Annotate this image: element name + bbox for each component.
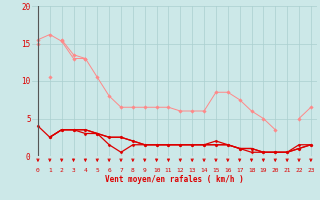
X-axis label: Vent moyen/en rafales ( km/h ): Vent moyen/en rafales ( km/h ): [105, 175, 244, 184]
